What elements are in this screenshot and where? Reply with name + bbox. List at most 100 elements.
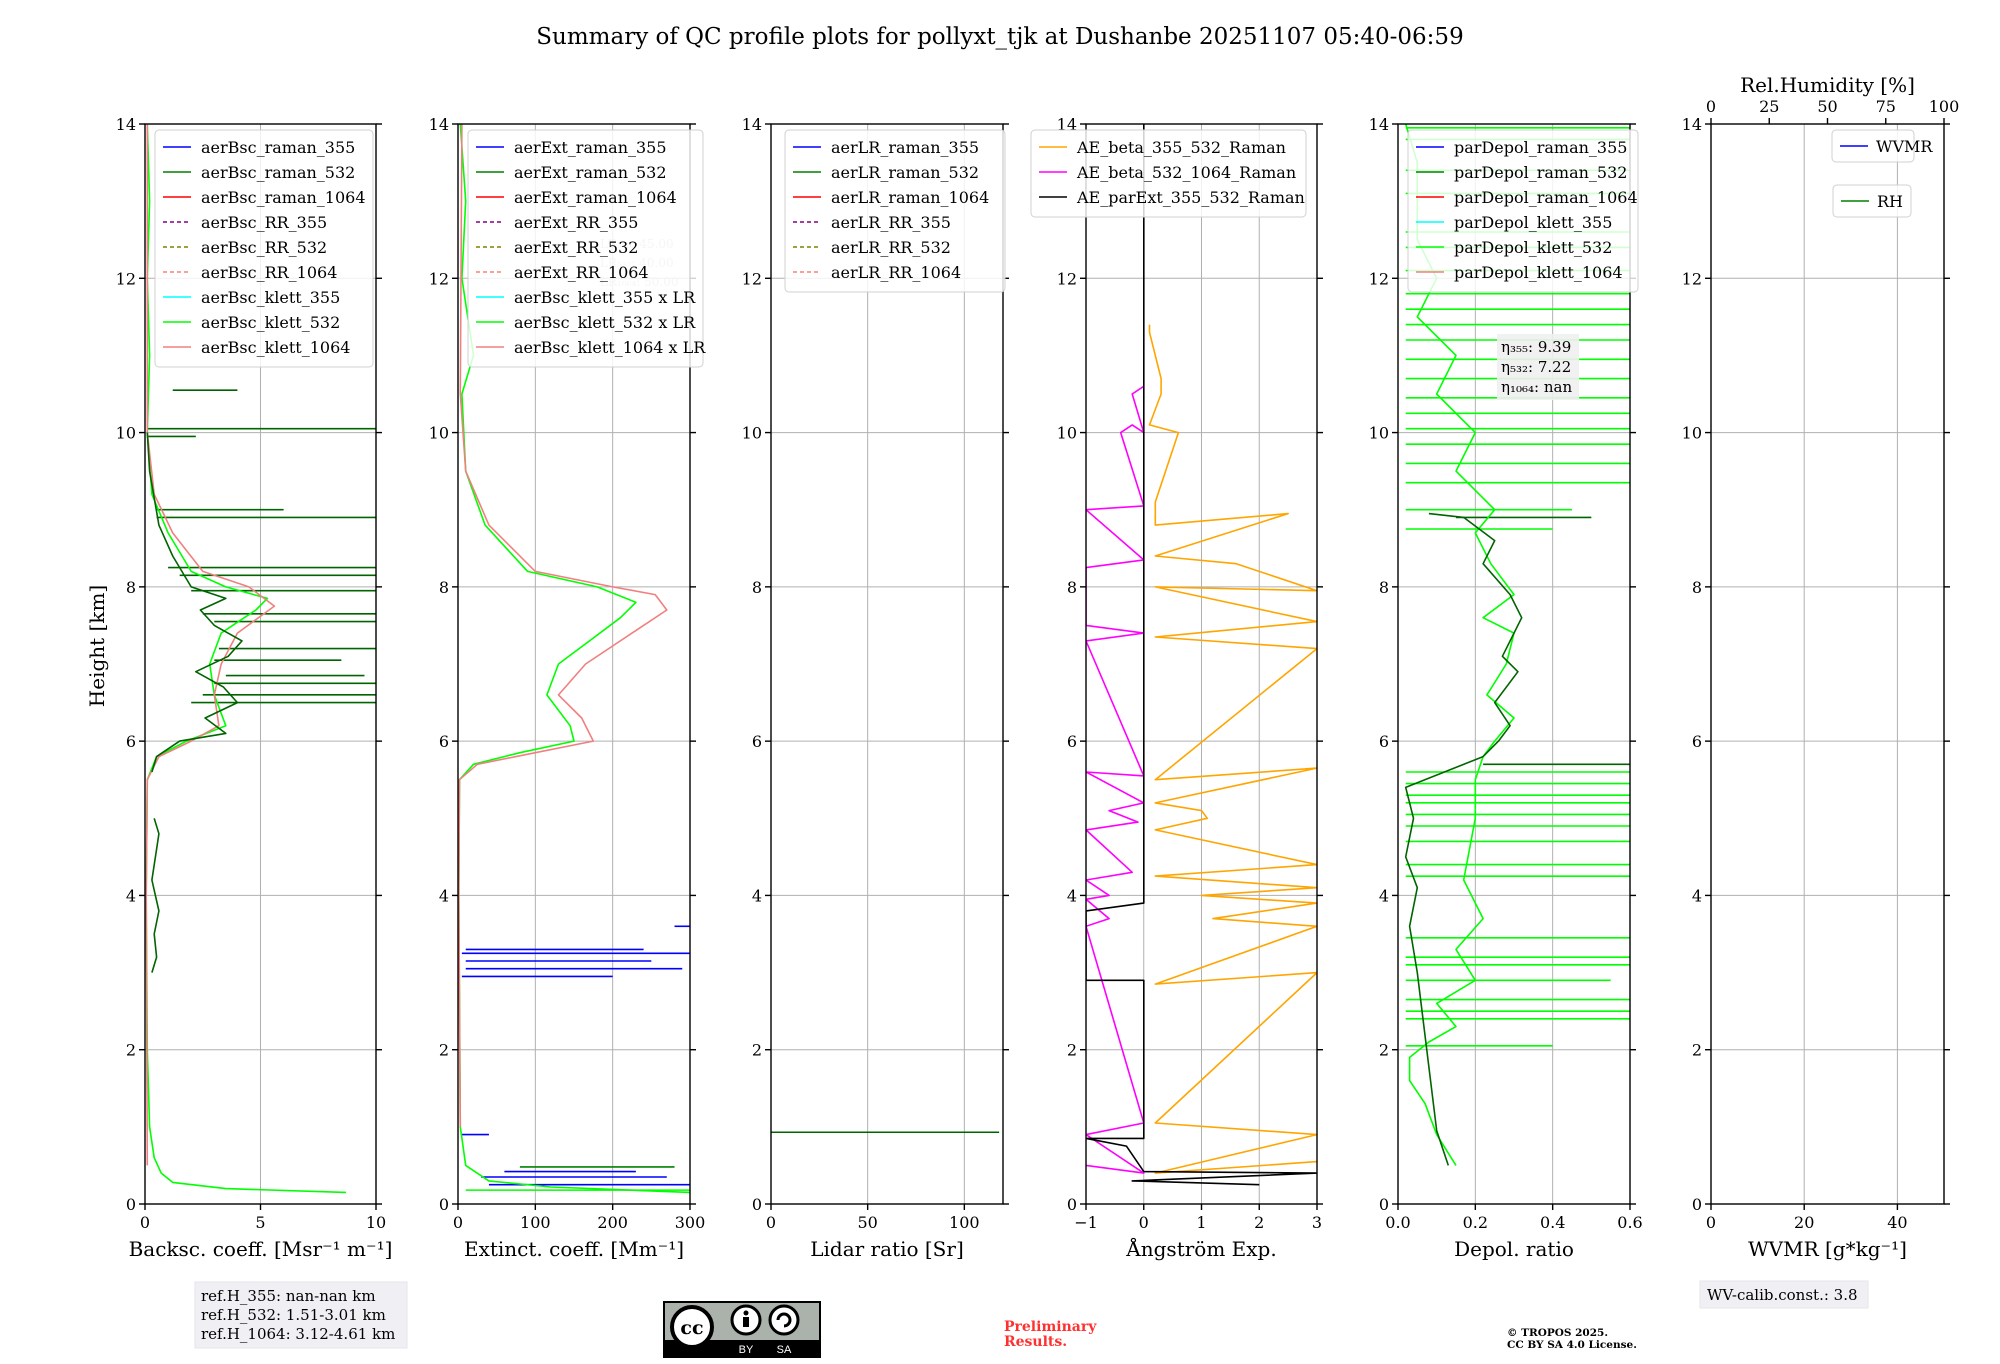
legend: AE_beta_355_532_Raman AE_beta_532_1064_Ra… (1030, 129, 1307, 218)
xtick-label-3: 0.6 (1617, 1213, 1642, 1232)
legend-label-5: aerBsc_RR_1064 (201, 263, 337, 282)
top-x-axis-label: Rel.Humidity [%] (1740, 73, 1915, 97)
ytick-label-0: 0 (1692, 1195, 1702, 1214)
axes-frame (770, 123, 1004, 1205)
ytick-label-6: 12 (429, 269, 449, 288)
legend: aerExt_raman_355 aerExt_raman_532 aerExt_r… (467, 129, 706, 368)
legend-box-2 (1832, 184, 1912, 218)
eta-box-bg (1497, 334, 1579, 400)
xtick-label-2: 40 (1887, 1213, 1907, 1232)
legend-label-3: aerBsc_RR_355 (201, 213, 327, 232)
ytick-label-4: 8 (1692, 578, 1702, 597)
ytick-label-6: 12 (742, 269, 762, 288)
ytick-label-1: 2 (1067, 1041, 1077, 1060)
ytick-label-1: 2 (126, 1041, 136, 1060)
legend-label-0: aerLR_raman_355 (831, 138, 979, 157)
x-axis-label: Backsc. coeff. [Msr⁻¹ m⁻¹] (129, 1237, 393, 1261)
xtick-label-1: 50 (857, 1213, 877, 1232)
legend-label-4: aerBsc_RR_532 (201, 238, 327, 257)
legend-label-6: aerBsc_klett_355 (201, 288, 340, 307)
ytick-label-6: 12 (1682, 269, 1702, 288)
ytick-label-7: 14 (116, 115, 136, 134)
ytick-label-5: 10 (742, 424, 762, 443)
ytick-label-7: 14 (429, 115, 449, 134)
legend-label-7: aerBsc_klett_532 x LR (514, 313, 696, 332)
x-axis-label: Extinct. coeff. [Mm⁻¹] (464, 1237, 684, 1261)
axes-frame (1397, 123, 1631, 1205)
top-xtick-label-2: 50 (1817, 97, 1837, 116)
xtick-label-2: 10 (366, 1213, 386, 1232)
series-AE-beta-355-532-Raman (1148, 324, 1317, 1174)
ytick-label-1: 2 (752, 1041, 762, 1060)
legend-label-4: parDepol_klett_532 (1454, 238, 1612, 257)
legend-label-1: aerBsc_raman_532 (201, 163, 355, 182)
ytick-label-5: 10 (1057, 424, 1077, 443)
legend-box (784, 129, 1006, 293)
ytick-label-0: 0 (1379, 1195, 1389, 1214)
reference-heights-box: ref.H_355: nan-nan km ref.H_532: 1.51-3.… (194, 1281, 408, 1349)
xtick-label-2: 1 (1196, 1213, 1206, 1232)
ytick-label-6: 12 (1369, 269, 1389, 288)
cc-logo-text: cc (680, 1317, 703, 1339)
eta-0: η₃₅₅: 9.39 (1501, 338, 1571, 356)
legend-label-2: parDepol_raman_1064 (1454, 188, 1638, 207)
ytick-label-1: 2 (1692, 1041, 1702, 1060)
legend-label-1: aerExt_raman_532 (514, 163, 667, 182)
legend: aerLR_raman_355 aerLR_raman_532 aerLR_rama… (784, 129, 1006, 293)
ytick-label-2: 4 (1692, 886, 1702, 905)
legend-label-0: aerBsc_raman_355 (201, 138, 355, 157)
legend-box (467, 129, 704, 368)
ytick-label-5: 10 (429, 424, 449, 443)
series-parDepol-klett-532 (1404, 124, 1515, 1166)
xtick-label-0: −1 (1074, 1213, 1098, 1232)
ytick-label-4: 8 (752, 578, 762, 597)
legend-label-1: AE_beta_532_1064_Raman (1076, 163, 1296, 182)
panel-lr: 0 2 4 6 8 10 12 14 0 50 100 Lidar ratio [Sr] aerLR_r… (742, 115, 1009, 1261)
figure-title: Summary of QC profile plots for pollyxt_… (536, 24, 1463, 50)
legend-label-0: parDepol_raman_355 (1454, 138, 1627, 157)
legend-label-2: aerExt_raman_1064 (514, 188, 677, 207)
ytick-label-2: 4 (439, 886, 449, 905)
legend: WVMR RH (1831, 129, 1933, 218)
xtick-label-0: 0 (766, 1213, 776, 1232)
x-axis-label: WVMR [g*kg⁻¹] (1748, 1237, 1907, 1261)
legend-label-8: aerBsc_klett_1064 x LR (514, 338, 706, 357)
panel-bsc: 0 2 4 6 8 10 12 14 0 5 10 Backsc. coeff. [Msr⁻¹ m⁻¹… (116, 115, 393, 1261)
preliminary-line2: Results. (1004, 1334, 1067, 1350)
cc-logo-icon (670, 1305, 714, 1349)
tropos-copyright: © TROPOS 2025. (1507, 1327, 1608, 1339)
ytick-label-3: 6 (1067, 732, 1077, 751)
ytick-label-4: 8 (126, 578, 136, 597)
ytick-label-4: 8 (1379, 578, 1389, 597)
xtick-label-4: 3 (1312, 1213, 1322, 1232)
series-aerBsc-raman-532-lo (151, 818, 160, 973)
ytick-label-5: 10 (116, 424, 136, 443)
ytick-label-3: 6 (439, 732, 449, 751)
axes-frame (457, 123, 691, 1205)
xtick-label-0: 0 (453, 1213, 463, 1232)
eta-2: η₁₀₆₄: nan (1501, 378, 1572, 396)
series-AE-parExt-355-532-Raman (1086, 124, 1317, 1186)
series-aerBsc-raman-532 (146, 432, 243, 773)
xtick-label-1: 20 (1794, 1213, 1814, 1232)
ytick-label-4: 8 (1067, 578, 1077, 597)
depol-eta-box: η₃₅₅: 9.39 η₅₃₂: 7.22 η₁₀₆₄: nan (1497, 334, 1579, 400)
ytick-label-1: 2 (439, 1041, 449, 1060)
refh-532: ref.H_532: 1.51-3.01 km (201, 1306, 386, 1324)
ytick-label-1: 2 (1379, 1041, 1389, 1060)
axes-frame (1710, 123, 1945, 1205)
xtick-label-3: 300 (675, 1213, 706, 1232)
x-axis-label: Ångström Exp. (1125, 1236, 1276, 1261)
ytick-label-3: 6 (752, 732, 762, 751)
legend-label-3: aerExt_RR_355 (514, 213, 638, 232)
xtick-label-3: 2 (1254, 1213, 1264, 1232)
ytick-label-2: 4 (126, 886, 136, 905)
legend-label-7: aerBsc_klett_532 (201, 313, 340, 332)
legend: aerBsc_raman_355 aerBsc_raman_532 aerBsc_r… (154, 129, 374, 368)
ytick-label-6: 12 (116, 269, 136, 288)
legend-label-5: parDepol_klett_1064 (1454, 263, 1623, 282)
top-xtick-label-1: 25 (1759, 97, 1779, 116)
refh-355: ref.H_355: nan-nan km (201, 1287, 376, 1305)
